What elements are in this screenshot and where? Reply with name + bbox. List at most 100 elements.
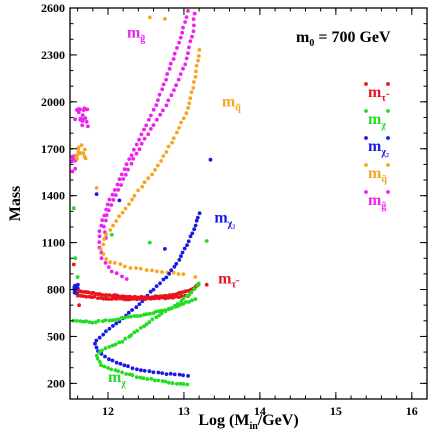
data-point-gluino [103,261,108,265]
data-point-squark [161,154,166,158]
data-point-chi2 [208,157,213,162]
legend-marker-stau [386,82,390,86]
data-point-chi2 [192,227,197,232]
data-point-gluino [142,136,147,141]
data-point-squark [193,75,198,79]
data-point-stau [77,303,81,308]
data-point-chi2 [151,287,156,292]
data-point-chi [156,378,161,383]
data-point-squark [112,261,117,265]
data-point-squark [114,219,119,223]
data-point-gluino [76,107,81,111]
data-point-gluino [83,116,88,120]
data-point-chi [138,314,143,318]
data-point-squark [186,106,191,110]
data-point-chi2 [93,341,97,346]
data-point-gluino [151,123,156,127]
data-point-squark [142,180,147,185]
data-point-chi [113,342,118,347]
x-tick-label: 14 [254,404,266,418]
data-point-stau [98,296,103,300]
data-point-chi [159,311,164,316]
data-point-gluino [85,107,90,112]
data-point-gluino [126,167,130,172]
data-point-chi [163,308,167,312]
legend-marker-gluino [364,190,368,194]
data-point-chi [157,313,162,318]
y-axis-title: Mass [7,186,24,222]
y-tick-label: 500 [47,329,65,343]
data-point-squark [140,184,145,189]
data-point-gluino [106,265,111,269]
data-point-stau [143,297,148,301]
data-point-chi [184,300,188,304]
data-point-chi [132,330,137,335]
data-point-chi [98,360,102,364]
data-point-chi2 [107,357,111,362]
data-point-gluino [84,119,89,124]
data-point-gluino [73,117,77,122]
data-point-gluino [147,117,151,122]
legend-label-stau: mτ̃ [368,84,390,104]
data-point-chi2 [190,231,195,236]
data-point-gluino [184,15,189,19]
data-point-chi [102,364,107,369]
data-point-gluino [167,66,172,71]
data-point-stau [154,296,159,300]
data-point-gluino [81,108,86,112]
data-point-squark [144,268,149,272]
data-point-gluino [70,169,75,174]
data-point-chi2 [94,338,99,343]
data-point-chi [178,302,183,307]
data-point-gluino [169,93,174,98]
data-point-chi [107,345,112,349]
data-point-stau [171,292,176,297]
data-point-squark [175,130,179,135]
data-point-gluino [183,62,188,67]
data-point-squark [177,126,181,130]
data-point-gluino [97,234,102,239]
data-point-squark [118,262,123,267]
data-point-chi2 [103,354,107,359]
data-point-chi [160,379,165,383]
data-point-squark [101,252,106,256]
data-point-chi2 [154,284,159,288]
data-point-gluino [132,147,136,152]
data-point-chi2 [182,246,187,251]
legend-marker-gluino [386,190,390,194]
data-point-gluino [175,46,179,50]
plot-frame [69,7,428,400]
data-point-chi [117,340,122,345]
data-point-gluino [124,162,129,167]
data-point-squark [166,144,171,149]
data-points [69,9,213,387]
data-point-squark [155,269,159,274]
data-point-chi [106,366,110,370]
y-tick-label: 200 [47,376,65,390]
data-point-stau [109,297,114,301]
data-point-gluino [178,35,183,40]
data-point-gluino [114,271,119,276]
data-point-chi2 [179,254,183,259]
data-point-gluino [71,155,75,160]
data-point-gluino [161,82,166,87]
data-point-chi [169,306,173,311]
data-point-gluino [177,40,182,45]
data-point-squark [98,247,103,251]
data-point-gluino [164,103,169,108]
data-point-chi [166,380,171,385]
data-point-gluino [78,117,83,122]
data-point-gluino [139,132,144,137]
data-point-chi [127,334,132,339]
data-point-squark [194,63,199,68]
data-point-gluino [187,45,191,50]
data-point-gluino [172,51,177,56]
data-point-gluino [109,269,114,274]
data-point-squark [75,157,79,161]
data-point-chi [130,373,135,378]
legend-marker-chi2 [386,136,390,140]
data-point-chi2 [147,369,152,374]
data-point-gluino [101,224,106,229]
data-point-squark [150,268,154,273]
